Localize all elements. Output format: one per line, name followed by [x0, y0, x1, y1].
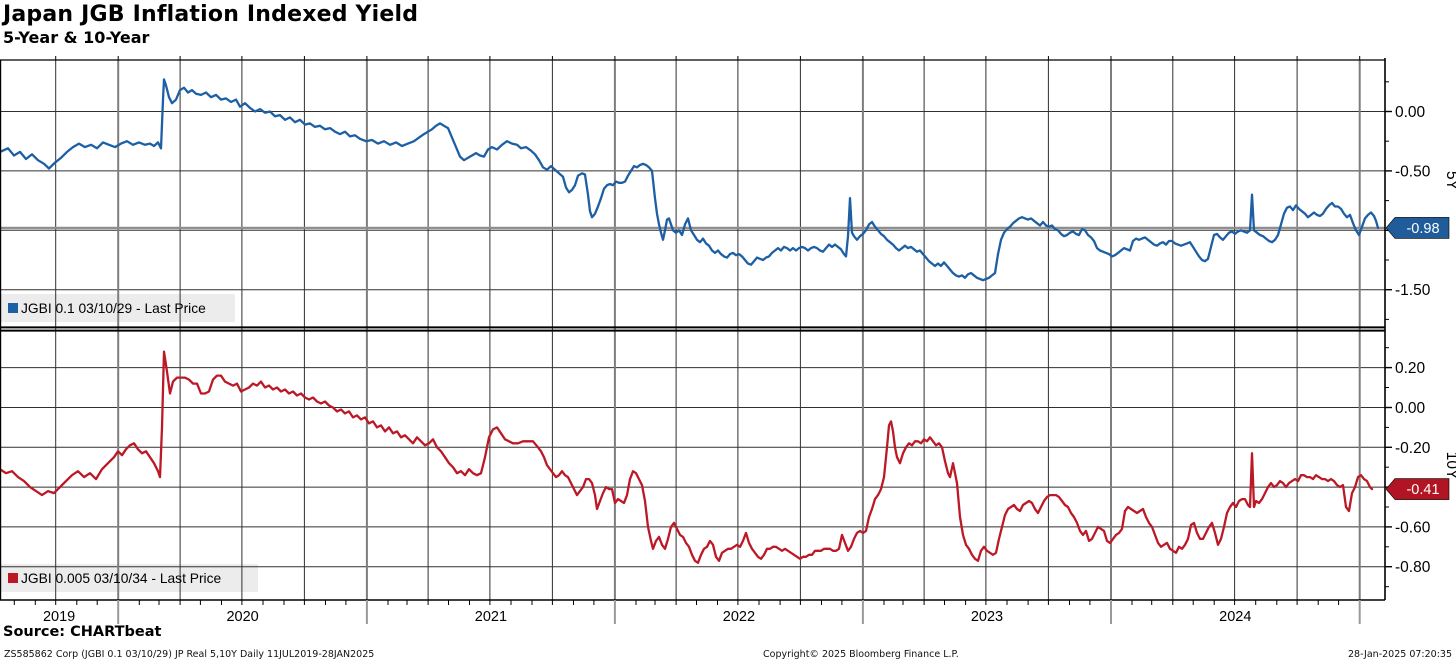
svg-text:0.00: 0.00: [1395, 400, 1426, 417]
svg-text:2024: 2024: [1219, 609, 1251, 625]
series-10y-line: [0, 350, 1374, 564]
y-axis-labels: 0.00 -0.50 -1.50 0.20 0.00 -0.20 -0.60 -0.80: [1395, 104, 1431, 576]
chart-timestamp: 28-Jan-2025 07:20:35: [1348, 649, 1452, 660]
last-price-badge-5y: [1385, 217, 1450, 239]
security-descriptor: ZS585862 Corp (JGBI 0.1 03/10/29) JP Rea…: [4, 649, 375, 660]
panel-separator: [0, 326, 1385, 332]
svg-text:2023: 2023: [971, 609, 1003, 625]
svg-text:2021: 2021: [475, 609, 507, 625]
x-axis-year-labels: 2019 2020 2021 2022 2023 2024: [43, 609, 1251, 625]
legend-swatch-5y: [8, 303, 18, 313]
svg-text:2022: 2022: [723, 609, 755, 625]
footer-fineprint: ZS585862 Corp (JGBI 0.1 03/10/29) JP Rea…: [0, 649, 1456, 663]
svg-text:2020: 2020: [226, 609, 258, 625]
svg-text:-0.60: -0.60: [1395, 519, 1431, 536]
page-subtitle: 5-Year & 10-Year: [3, 28, 150, 47]
last-price-value-10y: -0.41: [1406, 482, 1439, 498]
svg-text:0.20: 0.20: [1395, 360, 1426, 377]
legend-5y: JGBI 0.1 03/10/29 - Last Price: [8, 301, 206, 316]
copyright-notice: Copyright© 2025 Bloomberg Finance L.P.: [763, 649, 959, 660]
page-title: Japan JGB Inflation Indexed Yield: [3, 2, 419, 27]
x-axis-ticks: [13, 600, 1361, 624]
legend-label-10y: JGBI 0.005 03/10/34 - Last Price: [21, 571, 221, 586]
svg-text:0.00: 0.00: [1395, 104, 1426, 121]
legend-label-5y: JGBI 0.1 03/10/29 - Last Price: [21, 301, 206, 316]
svg-text:2019: 2019: [43, 609, 75, 625]
svg-text:-1.50: -1.50: [1395, 282, 1431, 299]
axis-title-5y: 5Y: [1443, 171, 1456, 190]
svg-text:-0.80: -0.80: [1395, 559, 1431, 576]
source-label: Source: CHARTbeat: [3, 624, 162, 640]
svg-text:-0.20: -0.20: [1395, 440, 1431, 457]
legend-10y: JGBI 0.005 03/10/34 - Last Price: [8, 571, 221, 586]
horizontal-gridlines: [0, 111, 1385, 568]
top-axis-ticks: [55, 56, 1361, 60]
legend-box-10y: [1, 564, 258, 592]
series-5y-line: [0, 78, 1380, 282]
svg-text:-0.50: -0.50: [1395, 163, 1431, 180]
axis-title-10y: 10Y: [1443, 452, 1456, 480]
plot-borders: [0, 58, 1386, 601]
last-price-badge-10y: [1385, 478, 1450, 500]
last-price-value-5y: -0.98: [1406, 221, 1439, 237]
legend-swatch-10y: [8, 573, 18, 583]
title-block: Japan JGB Inflation Indexed Yield 5-Year…: [3, 2, 418, 47]
